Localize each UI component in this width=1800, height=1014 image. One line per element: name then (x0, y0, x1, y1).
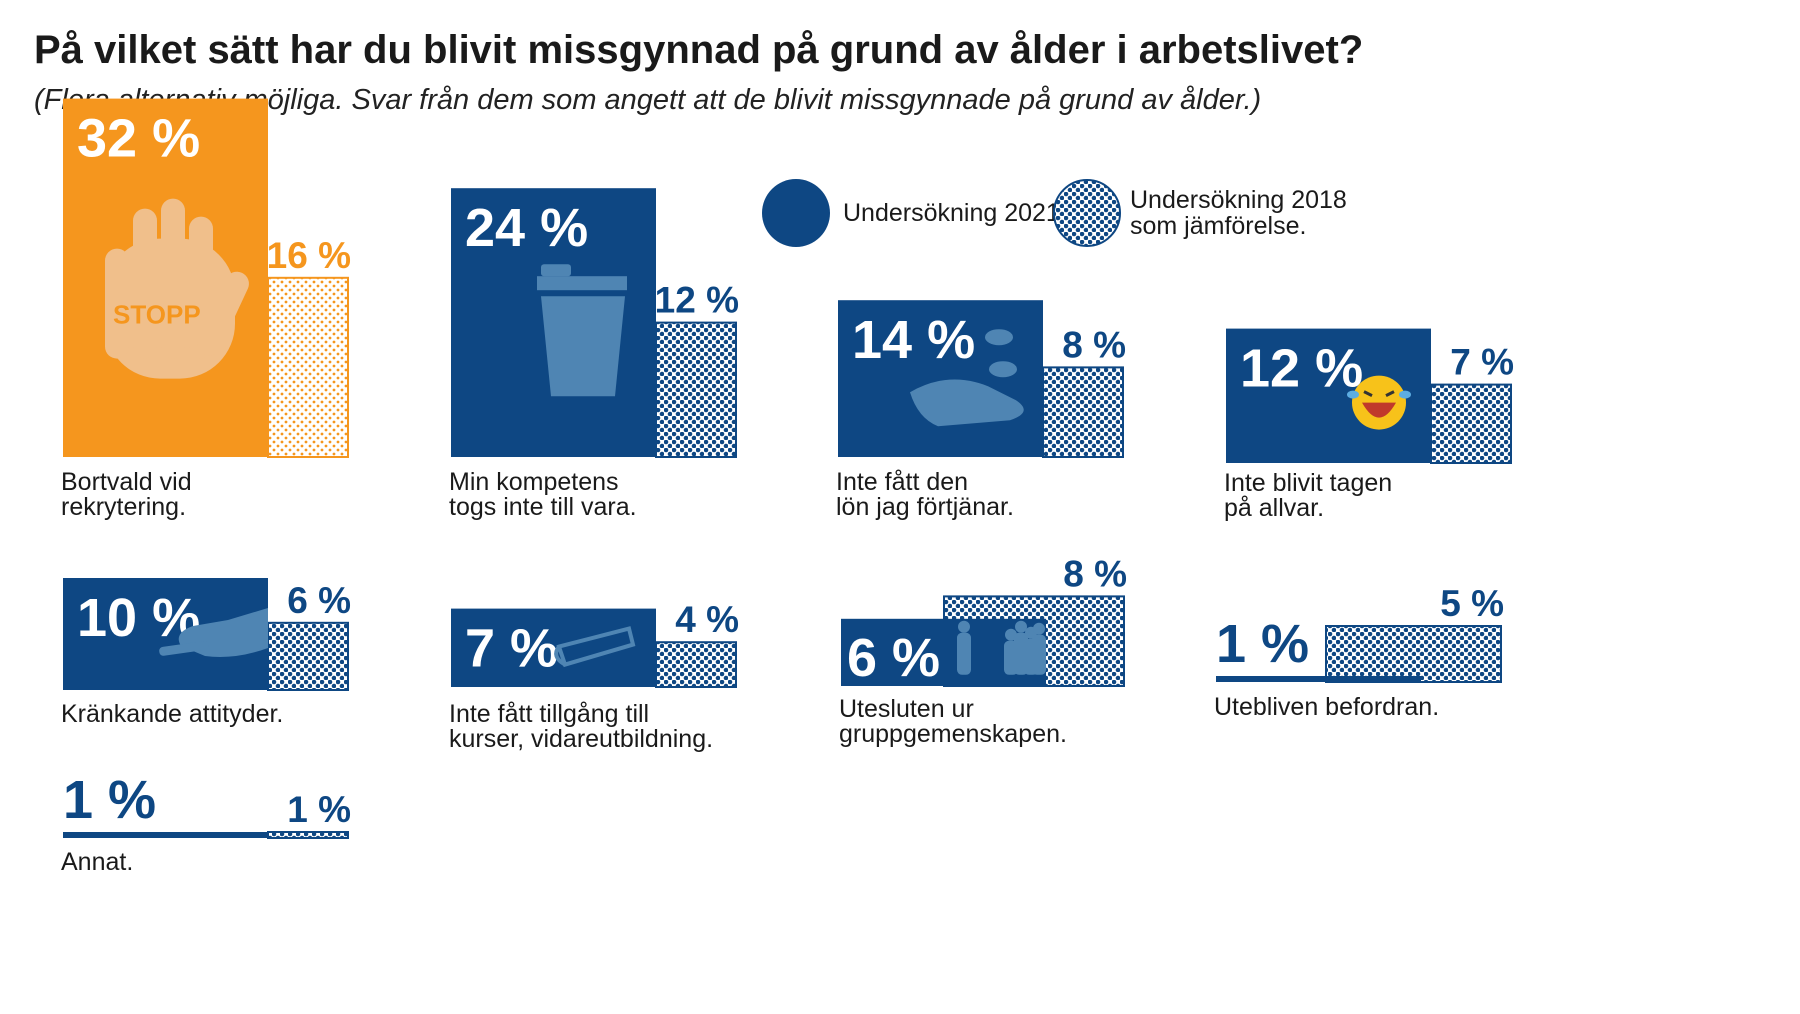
pointing-hand-icon (159, 608, 268, 657)
category-label: gruppgemenskapen. (839, 720, 1067, 748)
bar-2018 (655, 321, 737, 458)
value-label-2018: 16 % (267, 235, 351, 276)
category-label: Inte fått den (836, 468, 968, 496)
svg-text:STOPP: STOPP (113, 300, 201, 330)
category-label: på allvar. (1224, 494, 1324, 522)
bar-2018 (655, 641, 737, 689)
value-label-2021: 1 % (63, 770, 156, 830)
category-label: kurser, vidareutbildning. (449, 725, 713, 753)
value-label-2021: 12 % (1240, 339, 1363, 399)
value-label-2021: 14 % (852, 310, 975, 370)
category-label: Bortvald vid (61, 468, 192, 496)
category-group: 1 % 5 % Utebliven befordran. (1214, 583, 1504, 721)
stop-hand-icon: STOPP (105, 198, 249, 379)
legend-swatch-2018 (1053, 179, 1121, 247)
value-label-2021: 6 % (847, 628, 940, 688)
bar-2021 (838, 300, 1043, 457)
bar-2018 (267, 621, 349, 691)
category-label: Min kompetens (449, 468, 619, 496)
bar-2018 (267, 831, 349, 839)
value-label-2018: 7 % (1450, 342, 1514, 383)
bar-2018 (267, 276, 349, 458)
hand-coins-icon (910, 329, 1024, 427)
category-label: lön jag förtjänar. (836, 493, 1014, 521)
value-label-2021: 32 % (77, 109, 200, 169)
value-label-2018: 8 % (1063, 553, 1127, 594)
value-label-2021: 7 % (465, 619, 558, 679)
value-label-2018: 12 % (655, 280, 739, 321)
legend-label-2021: Undersökning 2021. (843, 199, 1067, 227)
category-group: 10 % 6 %Kränkande attityder. (61, 578, 351, 728)
bar-2021 (1216, 676, 1421, 682)
laughing-emoji-icon (1347, 375, 1411, 430)
category-label: Utebliven befordran. (1214, 693, 1439, 721)
bar-2021 (63, 832, 268, 838)
category-label: rekrytering. (61, 493, 186, 521)
value-label-2018: 5 % (1440, 583, 1504, 624)
bar-2018 (1325, 625, 1502, 683)
value-label-2018: 1 % (287, 789, 351, 830)
category-group: 1 % 1 % Annat. (61, 770, 351, 876)
legend-swatch-2021 (762, 179, 830, 247)
value-label-2021: 24 % (465, 198, 588, 258)
value-label-2018: 4 % (675, 599, 739, 640)
bar-2018 (1042, 366, 1124, 458)
book-icon (554, 626, 636, 668)
category-label: togs inte till vara. (449, 493, 637, 521)
value-label-2018: 6 % (287, 580, 351, 621)
category-label: Inte fått tillgång till (449, 700, 649, 728)
category-label: Inte blivit tagen (1224, 469, 1392, 497)
legend-label-2018: Undersökning 2018 (1130, 186, 1347, 214)
value-label-2018: 8 % (1062, 324, 1126, 365)
trash-can-icon (537, 264, 627, 397)
legend-label-2018: som jämförelse. (1130, 212, 1306, 240)
value-label-2021: 1 % (1216, 614, 1309, 674)
category-label: Annat. (61, 848, 133, 876)
people-group-icon (957, 620, 1046, 675)
bar-2018 (1430, 383, 1512, 465)
category-label: Utesluten ur (839, 695, 974, 723)
chart-title: På vilket sätt har du blivit missgynnad … (34, 28, 1364, 72)
category-label: Kränkande attityder. (61, 700, 283, 728)
